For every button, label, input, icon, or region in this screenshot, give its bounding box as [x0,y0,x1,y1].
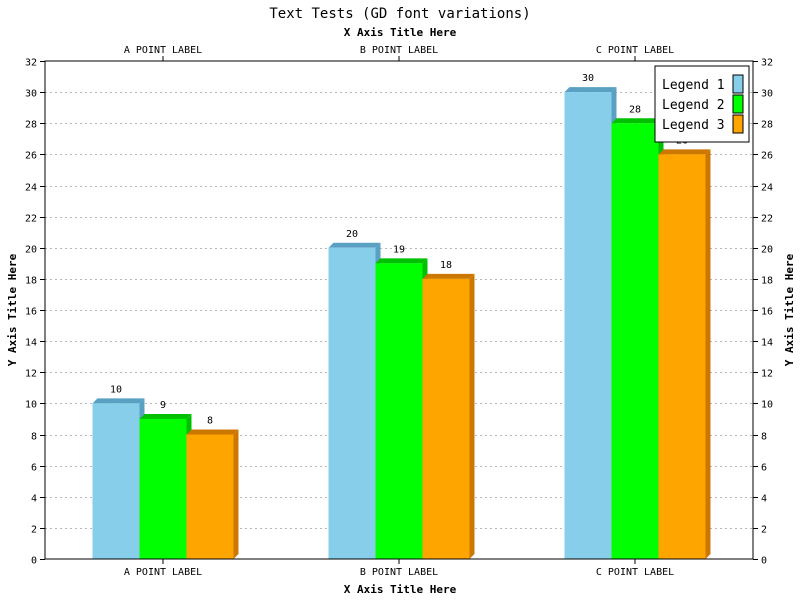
legend-label: Legend 1 [662,78,725,93]
bar-top [328,242,381,248]
bar [422,278,470,559]
bar-top [139,413,192,419]
category-label-top: B POINT LABEL [360,45,438,56]
category-labels-bottom: A POINT LABEL B POINT LABEL C POINT LABEL [124,559,674,578]
y-tick-label-right: 24 [761,183,773,194]
x-axis-title-top: X Axis Title Here [344,26,457,39]
y-tick-label-right: 26 [761,151,773,162]
bar-side [469,273,475,559]
plot-frame [44,60,754,560]
y-tick-label-right: 4 [761,494,767,505]
y-tick-label-right: 14 [761,338,773,349]
chart-title: Text Tests (GD font variations) [269,6,530,22]
y-tick-label-right: 12 [761,369,773,380]
x-axis-title-bottom: X Axis Title Here [344,583,457,596]
category-labels-top: A POINT LABEL B POINT LABEL C POINT LABEL [124,45,674,61]
bar [375,263,423,559]
y-tick-label-left: 12 [25,369,37,380]
y-tick-label-right: 8 [761,432,767,443]
y-tick-label-left: 20 [25,245,37,256]
legend-swatch [732,114,744,134]
y-tick-label-left: 8 [31,432,37,443]
category-label-bottom: A POINT LABEL [124,567,202,578]
bar-value-label: 18 [440,260,452,271]
y-tick-label-right: 30 [761,89,773,100]
y-tick-label-right: 2 [761,525,767,536]
y-tick-label-right: 6 [761,463,767,474]
bar [186,434,234,559]
bar-value-label: 8 [207,416,213,427]
y-tick-label-left: 32 [25,58,37,69]
bar [658,154,706,559]
y-tick-label-right: 22 [761,214,773,225]
y-tick-label-left: 26 [25,151,37,162]
category-label-top: A POINT LABEL [124,45,202,56]
bar-value-label: 10 [110,384,122,395]
bar [328,247,376,559]
bar [139,418,187,559]
y-tick-label-left: 28 [25,120,37,131]
y-tick-label-right: 32 [761,58,773,69]
category-label-bottom: C POINT LABEL [596,567,674,578]
bar-side [233,429,239,559]
bar-value-label: 9 [160,400,166,411]
y-tick-label-left: 22 [25,214,37,225]
legend: Legend 1 Legend 2 Legend 3 [654,65,750,143]
y-tick-label-right: 20 [761,245,773,256]
bar-value-label: 19 [393,244,405,255]
bar-value-label: 30 [582,73,594,84]
bar-top [375,258,428,264]
y-tick-label-left: 0 [31,556,37,567]
y-tick-label-left: 4 [31,494,37,505]
bar [564,92,612,559]
y-axis-title-left: Y Axis Title Here [6,253,19,366]
y-tick-label-left: 24 [25,183,37,194]
bar-top [611,118,664,124]
y-tick-label-right: 16 [761,307,773,318]
y-tick-label-right: 28 [761,120,773,131]
y-axis-title-right: Y Axis Title Here [783,253,796,366]
bar-top [92,398,145,404]
bar [92,403,140,559]
y-tick-label-left: 30 [25,89,37,100]
y-tick-label-right: 10 [761,400,773,411]
bar-value-label: 20 [346,229,358,240]
bar-top [564,87,617,93]
category-label-top: C POINT LABEL [596,45,674,56]
bar [611,123,659,559]
y-tick-label-left: 18 [25,276,37,287]
bar-top [186,429,239,435]
bar-side [705,149,711,559]
bar-top [658,149,711,155]
y-tick-label-left: 14 [25,338,37,349]
legend-label: Legend 3 [662,118,725,133]
legend-swatch [732,74,744,94]
y-tick-label-left: 6 [31,463,37,474]
y-tick-label-left: 2 [31,525,37,536]
legend-swatch [732,94,744,114]
bar-top [422,273,475,279]
bar-value-label: 28 [629,104,641,115]
y-tick-label-left: 10 [25,400,37,411]
y-tick-label-right: 18 [761,276,773,287]
category-label-bottom: B POINT LABEL [360,567,438,578]
y-tick-label-left: 16 [25,307,37,318]
y-tick-label-right: 0 [761,556,767,567]
bars-group: 1098201918302826 [92,73,711,559]
legend-label: Legend 2 [662,98,725,113]
